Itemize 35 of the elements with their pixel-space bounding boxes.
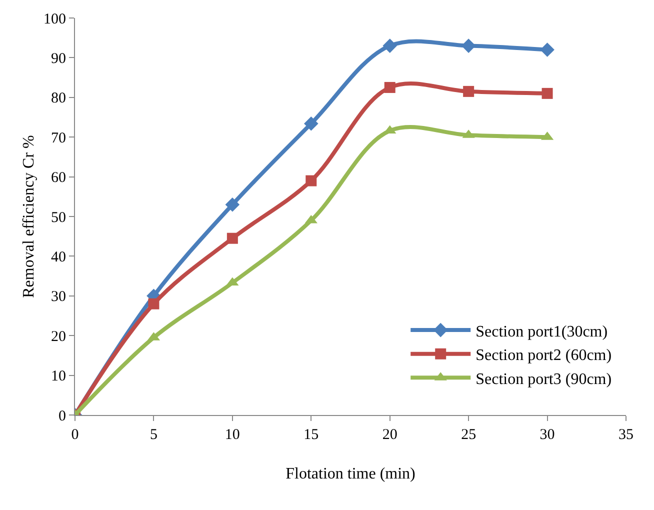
y-tick-label: 60 [51,170,66,186]
y-tick-label: 100 [44,11,66,28]
x-tick-label: 30 [540,427,555,443]
y-tick-label: 50 [51,210,66,226]
x-tick-label: 0 [71,427,79,443]
legend-label: Section port3 (90cm) [476,370,612,388]
x-tick-label: 15 [304,427,319,443]
x-axis-title: Flotation time (min) [286,466,416,483]
point [306,175,317,186]
point [461,38,476,53]
point [540,42,554,57]
x-tick-label: 20 [382,427,398,443]
point [542,88,553,99]
y-tick-label: 10 [51,368,66,385]
point [384,82,396,93]
x-tick-label: 5 [150,427,158,443]
point [225,197,240,212]
y-tick-label: 70 [51,130,66,146]
point [148,298,160,310]
x-tick-label: 35 [618,427,634,443]
point [463,86,474,97]
y-tick-label: 0 [58,408,66,424]
y-tick-label: 90 [51,50,66,67]
y-tick-label: 30 [51,289,66,306]
x-tick-label: 25 [461,427,476,443]
y-tick-label: 40 [51,249,66,266]
legend-label: Section port2 (60cm) [476,347,612,364]
y-tick-label: 20 [51,328,66,345]
x-tick-label: 10 [224,427,240,443]
point [304,116,318,131]
legend-label: Section port1(30cm) [476,323,608,340]
point [382,38,398,53]
y-axis-title: Removal efficiency Cr % [20,135,38,298]
point [226,232,238,244]
y-tick-label: 80 [51,90,66,107]
